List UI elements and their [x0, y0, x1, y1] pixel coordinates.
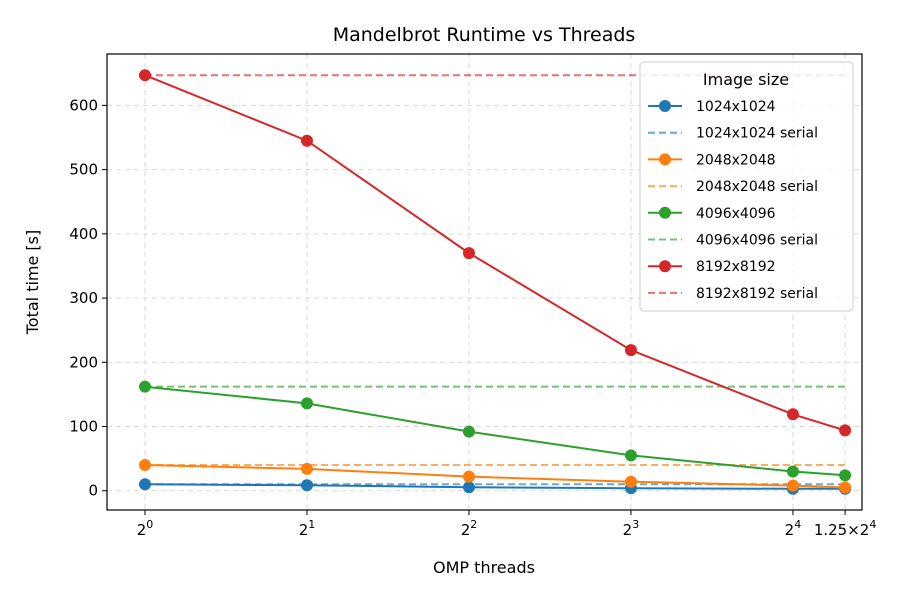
y-axis: 0 100 200 300 400 500 600: [69, 96, 107, 500]
data-point: [300, 479, 313, 492]
y-tick-label: 0: [88, 482, 98, 500]
data-point: [839, 481, 852, 494]
data-point: [462, 425, 475, 438]
legend-label: 1024x1024: [696, 99, 776, 115]
y-tick-label: 100: [69, 418, 98, 436]
data-point: [786, 479, 799, 492]
data-point: [300, 397, 313, 410]
x-tick-label: 22: [461, 518, 478, 539]
data-point: [624, 344, 637, 357]
x-axis-label: OMP threads: [433, 558, 535, 577]
data-point: [839, 469, 852, 482]
data-point: [786, 465, 799, 478]
x-tick-label: 23: [623, 518, 640, 539]
legend-marker: [659, 206, 671, 219]
data-point: [839, 424, 852, 437]
plot-frame: [106, 53, 863, 511]
legend-title: Image size: [703, 70, 789, 89]
x-axis: 20 21 22 23 24 1.25×24: [137, 510, 877, 539]
y-tick-label: 500: [69, 161, 98, 179]
x-tick-label: 1.25×24: [814, 518, 877, 539]
y-tick-label: 400: [69, 225, 98, 243]
y-tick-label: 600: [69, 96, 98, 114]
series-line: [144, 74, 846, 432]
legend-marker: [659, 153, 671, 166]
data-point: [300, 134, 313, 147]
x-tick-label: 20: [137, 518, 154, 539]
data-point: [462, 481, 475, 494]
legend-box: [639, 61, 854, 312]
data-point: [786, 408, 799, 421]
y-tick-label: 200: [69, 353, 98, 371]
y-axis-label: Total time [s]: [23, 230, 42, 336]
x-tick-label: 24: [785, 518, 802, 539]
data-point: [624, 449, 637, 462]
legend-label: 8192x8192: [696, 259, 776, 275]
chart-title: Mandelbrot Runtime vs Threads: [333, 24, 636, 46]
series-line: [144, 385, 846, 477]
legend-label: 8192x8192 serial: [696, 286, 818, 302]
legend-label: 1024x1024 serial: [696, 126, 818, 142]
legend: Image size 1024x1024 1024x1024 serial 2048…: [639, 61, 854, 312]
data-point: [462, 247, 475, 260]
legend-items: 1024x1024 1024x1024 serial 2048x2048 2048x2…: [648, 99, 818, 302]
legend-label: 4096x4096: [696, 206, 776, 222]
legend-label: 4096x4096 serial: [696, 233, 818, 249]
series-line: [144, 464, 846, 489]
legend-label: 2048x2048 serial: [696, 179, 818, 195]
x-tick-label: 21: [299, 518, 316, 539]
y-tick-label: 300: [69, 289, 98, 307]
data-point: [462, 470, 475, 483]
data-point: [624, 475, 637, 488]
legend-marker: [659, 100, 671, 112]
legend-marker: [659, 260, 671, 273]
legend-label: 2048x2048: [696, 152, 776, 168]
